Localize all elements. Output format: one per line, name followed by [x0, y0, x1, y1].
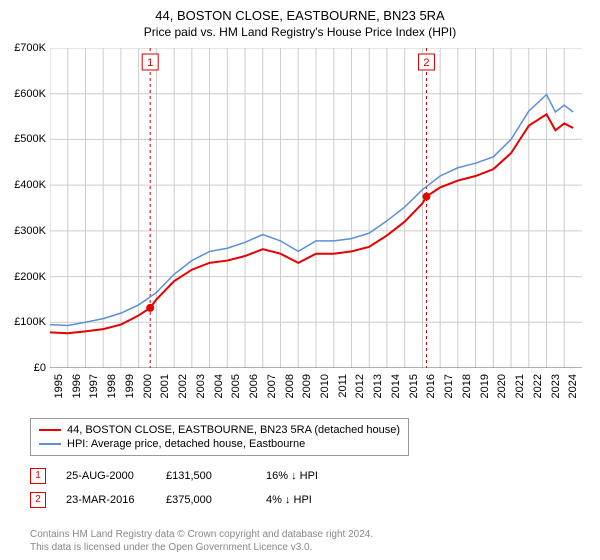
svg-text:2: 2 [423, 57, 429, 69]
x-axis-label: 2001 [159, 374, 171, 414]
chart-container: 44, BOSTON CLOSE, EASTBOURNE, BN23 5RA P… [0, 0, 600, 560]
x-axis-label: 2014 [390, 374, 402, 414]
x-axis-label: 1999 [124, 374, 136, 414]
legend-label: HPI: Average price, detached house, East… [67, 438, 305, 450]
sale-price: £131,500 [166, 470, 246, 482]
x-axis-label: 2024 [567, 374, 579, 414]
x-axis-label: 2019 [479, 374, 491, 414]
x-axis-label: 2015 [408, 374, 420, 414]
x-axis-label: 2000 [142, 374, 154, 414]
sale-price: £375,000 [166, 494, 246, 506]
y-axis-label: £300K [2, 225, 46, 237]
sale-row: 1 25-AUG-2000 £131,500 16% ↓ HPI [30, 468, 346, 484]
y-axis-label: £700K [2, 42, 46, 54]
chart-svg: 12 [50, 48, 582, 368]
x-axis-label: 1997 [88, 374, 100, 414]
x-axis-label: 2006 [248, 374, 260, 414]
x-axis-label: 1995 [53, 374, 65, 414]
legend-swatch [39, 429, 61, 431]
sale-date: 25-AUG-2000 [66, 470, 146, 482]
x-axis-label: 2018 [461, 374, 473, 414]
footer-line: This data is licensed under the Open Gov… [30, 541, 373, 554]
footer-line: Contains HM Land Registry data © Crown c… [30, 528, 373, 541]
legend-swatch [39, 443, 61, 445]
x-axis-label: 2021 [514, 374, 526, 414]
x-axis-label: 2016 [425, 374, 437, 414]
x-axis-label: 2002 [177, 374, 189, 414]
legend-label: 44, BOSTON CLOSE, EASTBOURNE, BN23 5RA (… [67, 424, 400, 436]
x-axis-label: 2020 [496, 374, 508, 414]
x-axis-label: 2003 [195, 374, 207, 414]
x-axis-label: 2004 [213, 374, 225, 414]
legend: 44, BOSTON CLOSE, EASTBOURNE, BN23 5RA (… [30, 418, 409, 456]
x-axis-label: 2011 [337, 374, 349, 414]
sale-marker-icon: 1 [30, 468, 46, 484]
x-axis-label: 2017 [443, 374, 455, 414]
legend-item: 44, BOSTON CLOSE, EASTBOURNE, BN23 5RA (… [39, 423, 400, 437]
sale-row: 2 23-MAR-2016 £375,000 4% ↓ HPI [30, 492, 346, 508]
svg-text:1: 1 [147, 57, 153, 69]
chart-title: 44, BOSTON CLOSE, EASTBOURNE, BN23 5RA [0, 0, 600, 23]
legend-item: HPI: Average price, detached house, East… [39, 437, 400, 451]
x-axis-label: 2022 [532, 374, 544, 414]
y-axis-label: £0 [2, 362, 46, 374]
x-axis-label: 1998 [106, 374, 118, 414]
sale-delta: 16% ↓ HPI [266, 470, 346, 482]
x-axis-label: 2007 [266, 374, 278, 414]
x-axis-label: 2012 [354, 374, 366, 414]
x-axis-label: 2010 [319, 374, 331, 414]
x-axis-label: 2009 [301, 374, 313, 414]
x-axis-label: 2005 [230, 374, 242, 414]
y-axis-label: £600K [2, 88, 46, 100]
x-axis-label: 2008 [284, 374, 296, 414]
y-axis-label: £500K [2, 133, 46, 145]
y-axis-label: £200K [2, 271, 46, 283]
x-axis-label: 2013 [372, 374, 384, 414]
chart-subtitle: Price paid vs. HM Land Registry's House … [0, 23, 600, 43]
sale-date: 23-MAR-2016 [66, 494, 146, 506]
footer: Contains HM Land Registry data © Crown c… [30, 528, 373, 554]
y-axis-label: £100K [2, 316, 46, 328]
sale-marker-icon: 2 [30, 492, 46, 508]
x-axis-label: 2023 [550, 374, 562, 414]
chart-area: 12 £0£100K£200K£300K£400K£500K£600K£700K… [50, 48, 582, 368]
x-axis-label: 1996 [71, 374, 83, 414]
y-axis-label: £400K [2, 179, 46, 191]
sale-delta: 4% ↓ HPI [266, 494, 346, 506]
